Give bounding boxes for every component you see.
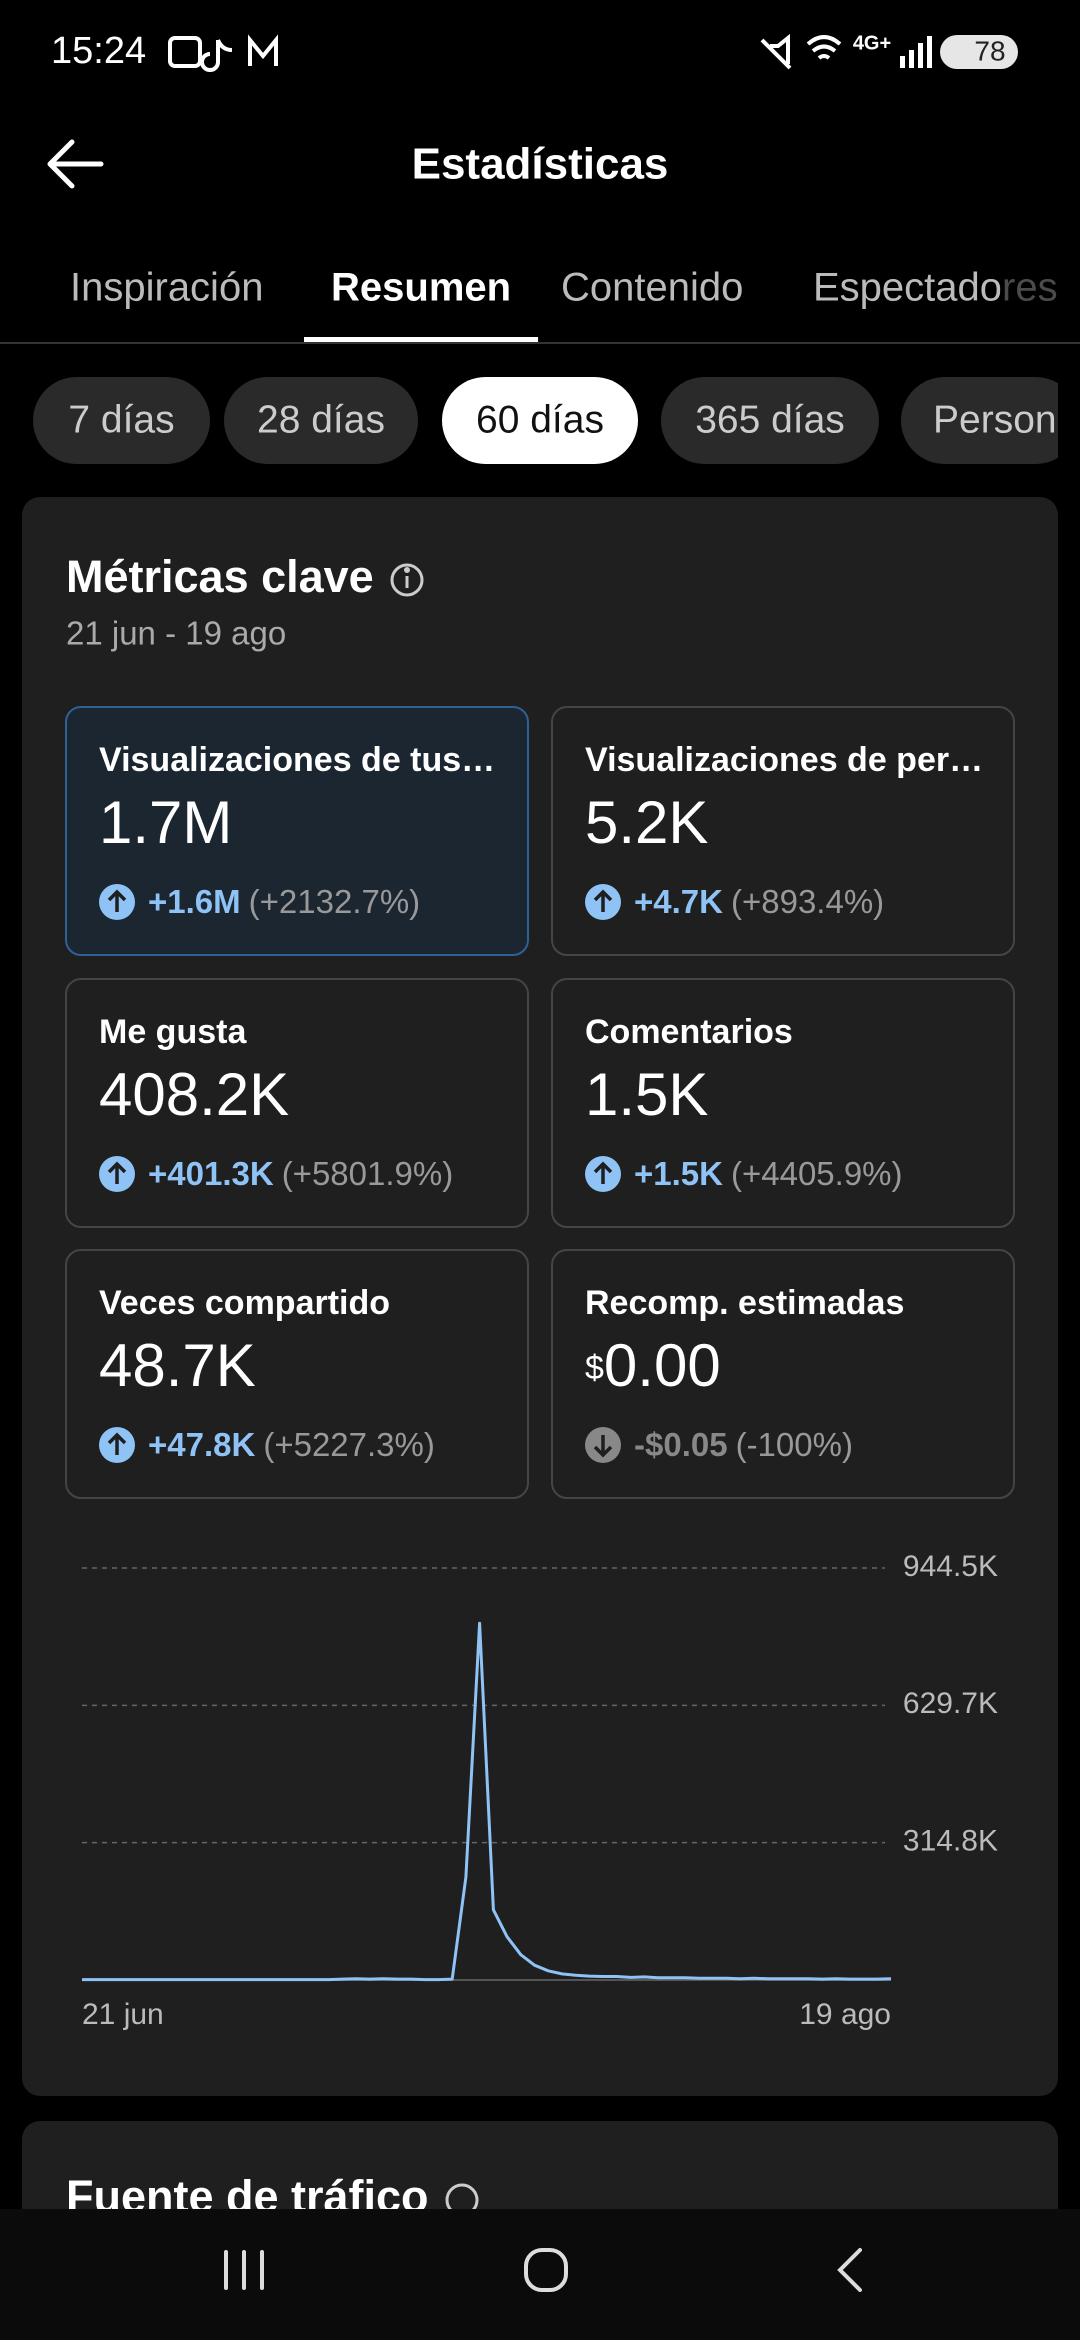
change-value: +1.6M [148,883,241,920]
tab[interactable]: Resumen [331,266,511,310]
period-chip[interactable] [224,377,418,464]
metric-value-text: 0.00 [604,1332,721,1399]
period-label[interactable]: 7 días [68,398,174,441]
metric-tile[interactable] [65,706,529,956]
change-percent: (+2132.7%) [249,883,421,920]
metric-tile[interactable] [551,1249,1015,1499]
status-network: 4G+ [853,32,891,54]
tab-fade [1000,235,1080,335]
change-percent: (+893.4%) [731,883,884,920]
nav-bar [0,2209,1080,2340]
tab-indicator [304,337,539,342]
period-label[interactable]: 28 días [257,398,385,441]
metric-label: Comentarios [585,1013,793,1051]
chart: 314.8K 629.7K 944.5K 21 jun 19 ago [82,1550,998,2031]
metric-change: -$0.05 (-100%) [634,1426,853,1463]
signal-bars [900,36,932,68]
metric-tile[interactable] [65,1249,529,1499]
date-range: 21 jun - 19 ago [66,615,286,652]
metric-label: Visualizaciones de per… [585,741,983,779]
metric-value: 1.7M [99,789,232,856]
y-tick-label: 629.7K [903,1687,998,1720]
status-icons [168,33,842,72]
tabs: Inspiración Resumen Contenido Espectadores [70,235,1080,342]
trend-arrow [107,1161,127,1184]
trend-arrow [107,889,127,912]
metric-tile[interactable] [551,978,1015,1228]
metric-value: 48.7K [99,1332,256,1399]
period-label[interactable]: Person [933,398,1057,441]
period-label[interactable]: 365 días [695,398,845,441]
metric-tile[interactable] [65,978,529,1228]
metric-label: Visualizaciones de tus… [99,741,495,779]
metric-value: 1.5K [585,1061,708,1128]
header-title: Estadísticas [412,140,669,189]
metric-change: +4.7K (+893.4%) [634,883,884,920]
recent-apps-button[interactable] [224,2250,264,2290]
change-percent: (+5227.3%) [263,1426,435,1463]
change-value: +4.7K [634,883,723,920]
metric-value: $0.00 [585,1332,721,1399]
trend-arrow [107,1432,127,1455]
change-percent: (+4405.9%) [731,1155,903,1192]
metric-currency: $ [585,1349,604,1387]
metric-change: +1.5K (+4405.9%) [634,1155,903,1192]
period-chips: 7 días 28 días 60 días 365 días Person [33,370,1080,470]
y-tick-label: 944.5K [903,1550,998,1583]
metric-label: Me gusta [99,1013,247,1051]
metric-tile[interactable] [551,706,1015,956]
nav-back-button[interactable] [837,2248,862,2292]
battery-level: 78 [974,35,1005,66]
period-label[interactable]: 60 días [476,398,604,441]
metric-change: +1.6M (+2132.7%) [148,883,420,920]
change-value: +1.5K [634,1155,723,1192]
change-value: +47.8K [148,1426,255,1463]
metrics-title: Métricas clave [66,551,374,602]
change-value: +401.3K [148,1155,274,1192]
metric-change: +47.8K (+5227.3%) [148,1426,435,1463]
metric-tiles: Visualizaciones de tus… 1.7M +1.6M (+2132.7… [65,706,1015,1499]
home-button[interactable] [524,2248,568,2292]
change-value: -$0.05 [634,1426,728,1463]
period-chip[interactable] [442,377,638,464]
x-tick-label: 19 ago [799,1998,891,2031]
trend-arrow [593,1161,613,1184]
info-icon[interactable] [390,563,424,597]
metric-value: 5.2K [585,789,708,856]
status-time: 15:24 [51,30,146,72]
line-series [82,1621,892,1982]
metric-value-text: 5.2K [585,789,708,856]
metric-label: Veces compartido [99,1284,390,1322]
metric-value-text: 1.7M [99,789,232,856]
tab[interactable]: Inspiración [70,266,263,310]
metric-label: Recomp. estimadas [585,1284,904,1322]
tab[interactable]: Contenido [561,266,743,310]
chip-edge [1058,370,1080,470]
metric-change: +401.3K (+5801.9%) [148,1155,453,1192]
y-tick-label: 314.8K [903,1825,998,1858]
trend-arrow [593,889,613,912]
metric-value-text: 48.7K [99,1332,256,1399]
x-tick-label: 21 jun [82,1998,164,2031]
period-chip[interactable] [661,377,879,464]
change-percent: (-100%) [736,1426,853,1463]
metric-value: 408.2K [99,1061,289,1128]
back-button[interactable] [47,139,104,189]
change-percent: (+5801.9%) [282,1155,454,1192]
trend-arrow [593,1435,613,1458]
metric-value-text: 1.5K [585,1061,708,1128]
period-chip[interactable] [33,377,210,464]
period-chip[interactable] [901,377,1079,464]
battery [940,35,1018,69]
metric-value-text: 408.2K [99,1061,289,1128]
